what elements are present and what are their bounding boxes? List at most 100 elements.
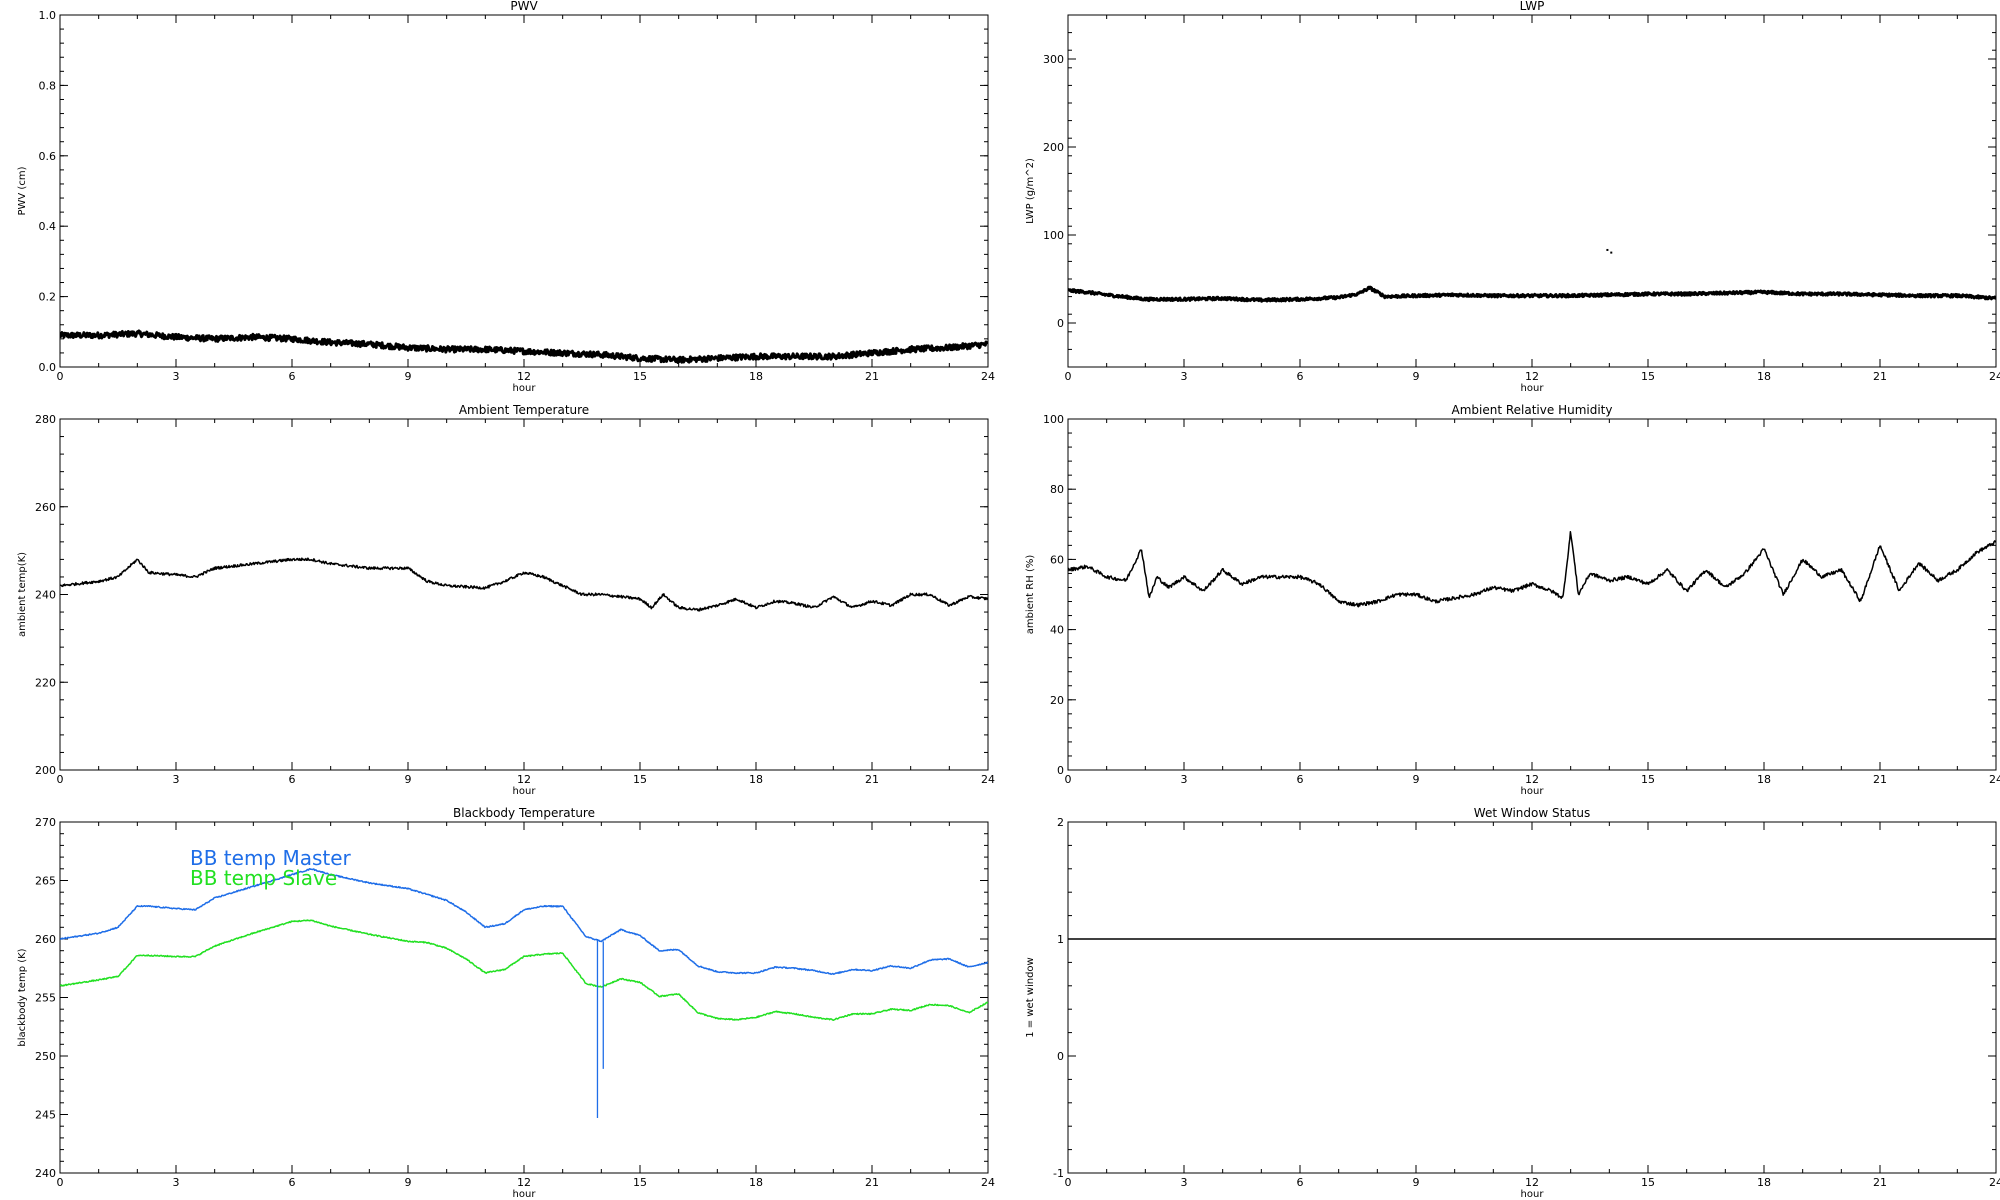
x-tick-label: 9 xyxy=(405,370,412,383)
y-tick-label: 270 xyxy=(35,816,56,829)
x-tick-label: 0 xyxy=(57,773,64,786)
x-tick-label: 12 xyxy=(517,1176,531,1189)
x-axis-label: hour xyxy=(1521,1189,1545,1200)
plot-frame xyxy=(59,418,989,771)
panel-title: PWV xyxy=(510,0,538,13)
x-tick-label: 9 xyxy=(405,773,412,786)
x-tick-label: 9 xyxy=(1413,370,1420,383)
y-tick-label: 1 xyxy=(1057,933,1064,946)
y-tick-label: 100 xyxy=(1043,229,1064,242)
plot-frame xyxy=(59,14,989,368)
y-tick-label: 250 xyxy=(35,1050,56,1063)
series-bb-temp-slave-line xyxy=(60,919,988,1021)
x-tick-label: 3 xyxy=(1181,773,1188,786)
x-axis-label: hour xyxy=(513,1189,537,1200)
x-tick-label: 3 xyxy=(173,773,180,786)
x-tick-label: 0 xyxy=(1065,773,1072,786)
x-tick-label: 3 xyxy=(1181,370,1188,383)
y-axis-label: 1 = wet window xyxy=(1025,957,1036,1037)
x-tick-label: 24 xyxy=(981,773,995,786)
panel-ambient-temperature: Ambient Temperature 0 3 6 9 12 15 18 21 24 hour 200… xyxy=(17,403,995,797)
x-tick-label: 0 xyxy=(57,1176,64,1189)
y-tick-label: 60 xyxy=(1050,553,1064,566)
panel-title: Blackbody Temperature xyxy=(453,806,595,820)
x-tick-label: 15 xyxy=(633,1176,647,1189)
x-tick-label: 6 xyxy=(1297,773,1304,786)
y-tick-label: 265 xyxy=(35,875,56,888)
x-tick-label: 12 xyxy=(1525,773,1539,786)
x-tick-label: 15 xyxy=(633,773,647,786)
y-tick-label: 0 xyxy=(1057,1050,1064,1063)
x-tick-label: 6 xyxy=(1297,370,1304,383)
y-tick-label: 220 xyxy=(35,676,56,689)
y-axis-label: ambient temp(K) xyxy=(17,552,28,637)
legend-entry: BB temp Slave xyxy=(190,866,337,890)
x-tick-label: 0 xyxy=(1065,1176,1072,1189)
y-tick-label: 300 xyxy=(1043,53,1064,66)
x-tick-label: 18 xyxy=(1757,370,1771,383)
x-tick-label: 21 xyxy=(865,1176,879,1189)
x-tick-label: 3 xyxy=(173,1176,180,1189)
panel-ambient-relative-humidity: Ambient Relative Humidity 0 3 6 9 12 15 18 21 24 h… xyxy=(1025,403,2000,797)
x-tick-label: 12 xyxy=(1525,370,1539,383)
series-pwv-0-line xyxy=(60,329,988,364)
series-ambient-relative-humidity-0-line xyxy=(1068,530,1996,608)
panel-title: Ambient Relative Humidity xyxy=(1452,403,1613,417)
x-tick-label: 6 xyxy=(289,370,296,383)
x-tick-label: 24 xyxy=(1989,1176,2000,1189)
y-tick-label: 255 xyxy=(35,992,56,1005)
y-tick-label: 200 xyxy=(35,764,56,777)
data-point xyxy=(1610,251,1613,254)
series-lwp-0-line xyxy=(1068,285,1996,303)
y-tick-label: 260 xyxy=(35,501,56,514)
panel-title: LWP xyxy=(1520,0,1545,13)
x-tick-label: 24 xyxy=(1989,773,2000,786)
x-tick-label: 15 xyxy=(1641,773,1655,786)
series-ambient-temperature-0-line xyxy=(60,557,988,612)
x-tick-label: 6 xyxy=(289,1176,296,1189)
x-tick-label: 21 xyxy=(1873,773,1887,786)
panel-pwv: PWV 0 3 6 9 12 15 18 21 24 hour 0.0 0.2 0.4 0.6 0.8 1.0 P… xyxy=(17,0,995,394)
plot-frame xyxy=(1067,14,1997,368)
x-tick-label: 15 xyxy=(1641,1176,1655,1189)
y-tick-label: 260 xyxy=(35,933,56,946)
x-tick-label: 12 xyxy=(517,370,531,383)
x-tick-label: 18 xyxy=(749,1176,763,1189)
y-axis-label: LWP (g/m^2) xyxy=(1025,158,1036,224)
series-bb-temp-master-line xyxy=(60,867,988,975)
x-axis-label: hour xyxy=(1521,786,1545,797)
x-tick-label: 0 xyxy=(57,370,64,383)
data-point xyxy=(1606,248,1609,251)
y-tick-label: 0.2 xyxy=(39,291,57,304)
x-tick-label: 15 xyxy=(633,370,647,383)
x-tick-label: 6 xyxy=(289,773,296,786)
x-tick-label: 18 xyxy=(1757,773,1771,786)
x-tick-label: 9 xyxy=(405,1176,412,1189)
x-axis-label: hour xyxy=(1521,383,1545,394)
y-tick-label: 0 xyxy=(1057,317,1064,330)
y-tick-label: 240 xyxy=(35,589,56,602)
y-tick-label: 200 xyxy=(1043,141,1064,154)
y-axis-label: ambient RH (%) xyxy=(1025,555,1036,635)
y-tick-label: 80 xyxy=(1050,483,1064,496)
x-tick-label: 24 xyxy=(981,370,995,383)
y-axis-label: PWV (cm) xyxy=(17,166,28,215)
x-tick-label: 9 xyxy=(1413,1176,1420,1189)
panel-lwp: LWP 0 3 6 9 12 15 18 21 24 hour 0 100 200 300 LWP (g/m^… xyxy=(1025,0,2000,394)
y-tick-label: 0.0 xyxy=(39,361,57,374)
x-tick-label: 21 xyxy=(1873,1176,1887,1189)
legend-entry: BB temp Master xyxy=(190,846,352,870)
x-tick-label: 9 xyxy=(1413,773,1420,786)
y-tick-label: 0 xyxy=(1057,764,1064,777)
x-tick-label: 24 xyxy=(981,1176,995,1189)
x-tick-label: 0 xyxy=(1065,370,1072,383)
y-tick-label: 280 xyxy=(35,413,56,426)
panel-title: Wet Window Status xyxy=(1474,806,1590,820)
y-tick-label: 0.6 xyxy=(39,150,57,163)
x-tick-label: 3 xyxy=(173,370,180,383)
panel-title: Ambient Temperature xyxy=(459,403,589,417)
x-axis-label: hour xyxy=(513,383,537,394)
x-tick-label: 12 xyxy=(1525,1176,1539,1189)
